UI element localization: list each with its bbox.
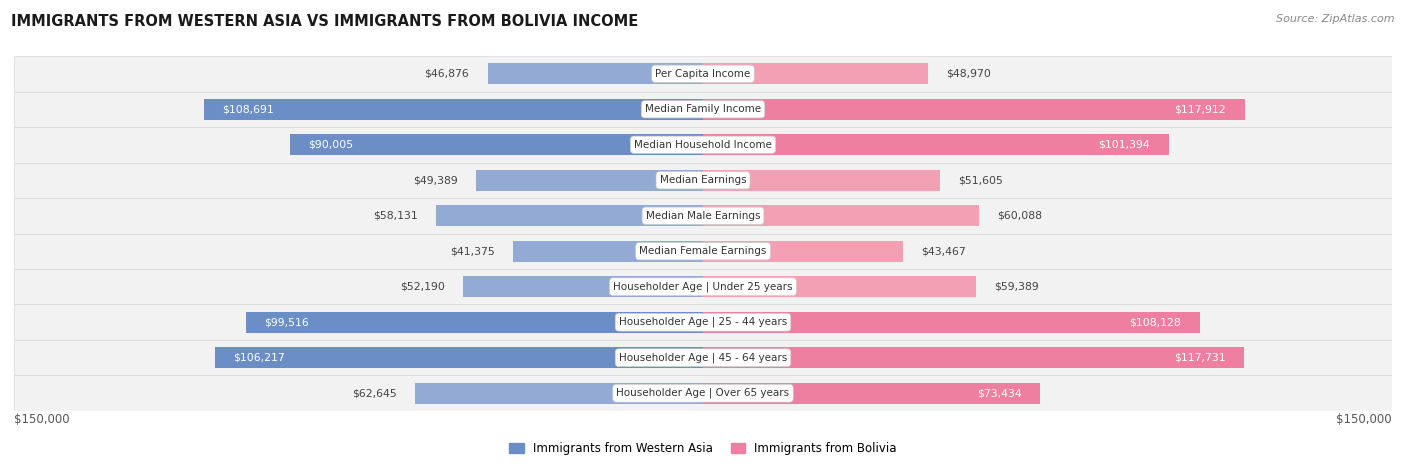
Text: Householder Age | Over 65 years: Householder Age | Over 65 years [616, 388, 790, 398]
Text: $73,434: $73,434 [977, 388, 1022, 398]
Text: $51,605: $51,605 [959, 175, 1004, 185]
Text: $150,000: $150,000 [1336, 413, 1392, 426]
Text: $108,128: $108,128 [1129, 317, 1181, 327]
FancyBboxPatch shape [14, 198, 1392, 234]
Text: $46,876: $46,876 [425, 69, 470, 79]
FancyBboxPatch shape [14, 340, 1392, 375]
Text: Median Male Earnings: Median Male Earnings [645, 211, 761, 221]
Bar [703, 170, 941, 191]
Bar [703, 205, 979, 226]
FancyBboxPatch shape [14, 163, 1392, 198]
FancyBboxPatch shape [14, 92, 1392, 127]
Bar [703, 134, 1168, 156]
Text: Median Household Income: Median Household Income [634, 140, 772, 150]
Bar [290, 134, 703, 156]
Bar [246, 311, 703, 333]
Bar [703, 99, 1244, 120]
Bar [703, 382, 1040, 404]
Bar [703, 241, 903, 262]
Text: IMMIGRANTS FROM WESTERN ASIA VS IMMIGRANTS FROM BOLIVIA INCOME: IMMIGRANTS FROM WESTERN ASIA VS IMMIGRAN… [11, 14, 638, 29]
Text: $60,088: $60,088 [997, 211, 1042, 221]
Text: $117,912: $117,912 [1174, 104, 1226, 114]
Text: $117,731: $117,731 [1174, 353, 1226, 363]
Text: Householder Age | 45 - 64 years: Householder Age | 45 - 64 years [619, 353, 787, 363]
Text: Median Family Income: Median Family Income [645, 104, 761, 114]
Bar [703, 276, 976, 297]
Bar [204, 99, 703, 120]
Bar [477, 170, 703, 191]
Text: $90,005: $90,005 [308, 140, 353, 150]
Text: $43,467: $43,467 [921, 246, 966, 256]
Text: $150,000: $150,000 [14, 413, 70, 426]
Text: $106,217: $106,217 [233, 353, 285, 363]
Bar [488, 63, 703, 85]
Bar [513, 241, 703, 262]
Text: $101,394: $101,394 [1098, 140, 1150, 150]
Bar [703, 63, 928, 85]
Text: $99,516: $99,516 [264, 317, 309, 327]
Text: Median Female Earnings: Median Female Earnings [640, 246, 766, 256]
Text: Median Earnings: Median Earnings [659, 175, 747, 185]
Text: $49,389: $49,389 [413, 175, 458, 185]
FancyBboxPatch shape [14, 304, 1392, 340]
Text: Householder Age | Under 25 years: Householder Age | Under 25 years [613, 282, 793, 292]
Legend: Immigrants from Western Asia, Immigrants from Bolivia: Immigrants from Western Asia, Immigrants… [505, 438, 901, 460]
FancyBboxPatch shape [14, 127, 1392, 163]
Bar [703, 347, 1244, 368]
Bar [415, 382, 703, 404]
FancyBboxPatch shape [14, 269, 1392, 304]
Text: $108,691: $108,691 [222, 104, 274, 114]
Bar [464, 276, 703, 297]
Bar [436, 205, 703, 226]
FancyBboxPatch shape [14, 56, 1392, 92]
Text: $52,190: $52,190 [401, 282, 444, 292]
Text: $48,970: $48,970 [946, 69, 991, 79]
Text: Source: ZipAtlas.com: Source: ZipAtlas.com [1277, 14, 1395, 24]
Text: Per Capita Income: Per Capita Income [655, 69, 751, 79]
Text: $41,375: $41,375 [450, 246, 495, 256]
Bar [703, 311, 1199, 333]
Bar [215, 347, 703, 368]
Text: $59,389: $59,389 [994, 282, 1039, 292]
Text: $62,645: $62,645 [352, 388, 396, 398]
FancyBboxPatch shape [14, 375, 1392, 411]
FancyBboxPatch shape [14, 234, 1392, 269]
Text: $58,131: $58,131 [373, 211, 418, 221]
Text: Householder Age | 25 - 44 years: Householder Age | 25 - 44 years [619, 317, 787, 327]
